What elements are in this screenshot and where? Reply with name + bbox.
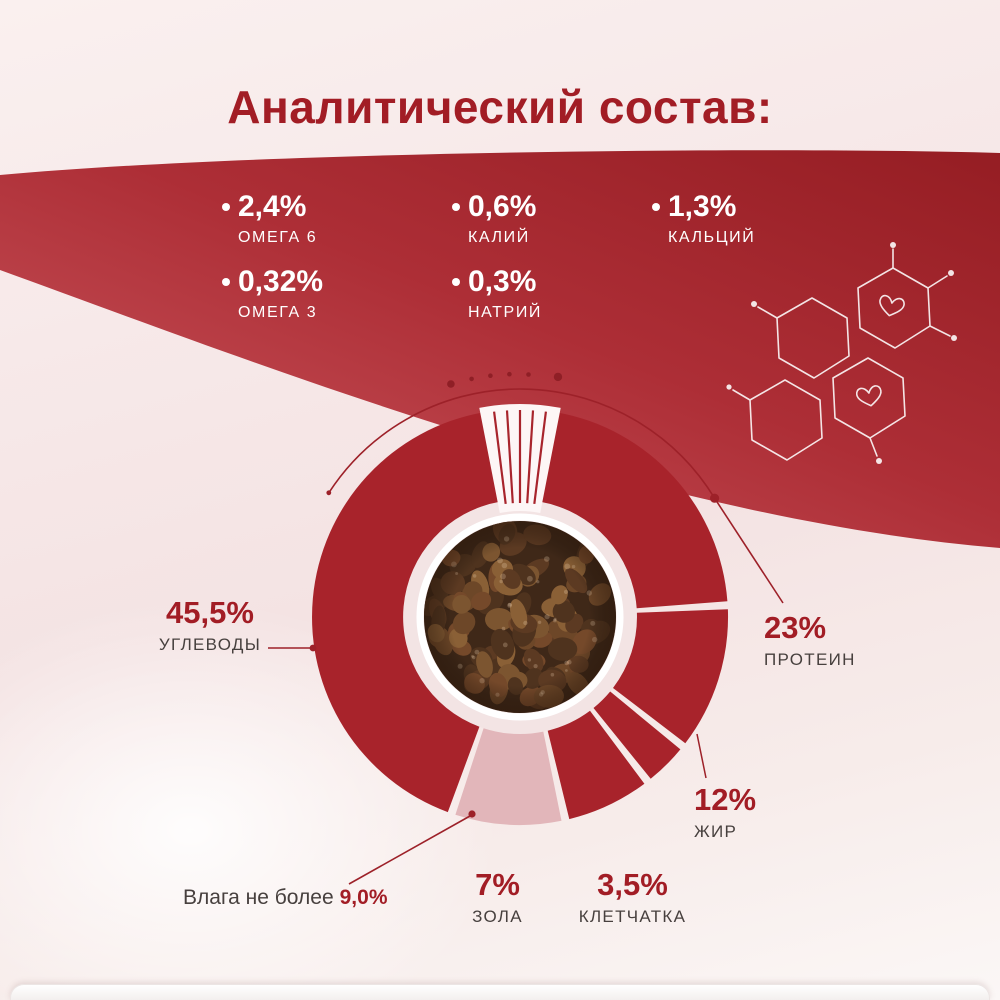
stat-value-row: 0,32% xyxy=(222,267,323,297)
donut-annotations xyxy=(268,371,784,885)
moisture-value: 9,0% xyxy=(339,886,388,909)
protein-label: 23% ПРОТЕИН xyxy=(764,612,856,670)
stat-value-row: 1,3% xyxy=(652,192,755,222)
stat-potassium: 0,6% КАЛИЙ xyxy=(452,192,536,247)
fat-label: 12% ЖИР xyxy=(694,784,756,842)
donut-segment-ВЛАГА xyxy=(455,728,562,825)
bullet-dot-icon xyxy=(452,203,460,211)
stat-value: 0,6% xyxy=(468,190,537,223)
gauge-dot xyxy=(488,373,493,379)
bullet-dot-icon xyxy=(222,203,230,211)
outer-arc-start-dot xyxy=(326,490,332,496)
heart-icon xyxy=(855,385,882,407)
gauge-tick xyxy=(493,411,507,505)
stat-sodium: 0,3% НАТРИЙ xyxy=(452,267,542,322)
gauge-dot xyxy=(553,372,563,382)
outer-thin-arc xyxy=(328,388,716,499)
honeycomb-hearts-decoration xyxy=(726,242,957,464)
ash-label: 7% ЗОЛА xyxy=(450,869,545,927)
page-title: Аналитический состав: xyxy=(227,81,773,133)
stat-value-row: 2,4% xyxy=(222,192,317,222)
gauge-dot xyxy=(526,372,531,377)
red-band-background xyxy=(0,150,1000,549)
fat-name: ЖИР xyxy=(694,822,738,841)
bullet-dot-icon xyxy=(222,278,230,286)
stat-value: 0,3% xyxy=(468,265,537,298)
gauge-tick xyxy=(526,410,535,504)
ash-value: 7% xyxy=(475,867,520,902)
protein-leader-line xyxy=(713,497,784,604)
kibble-vignette xyxy=(424,521,616,713)
stat-label: НАТРИЙ xyxy=(468,304,543,321)
stat-label: КАЛИЙ xyxy=(468,229,530,246)
gauge-tick xyxy=(533,411,547,505)
gauge-tick xyxy=(505,410,514,504)
protein-name: ПРОТЕИН xyxy=(764,650,856,669)
moisture-note: Влага не более xyxy=(183,886,334,909)
donut-segment-ЗОЛА xyxy=(547,710,645,820)
protein-value: 23% xyxy=(764,610,827,645)
ash-name: ЗОЛА xyxy=(472,907,523,926)
fiber-label: 3,5% КЛЕТЧАТКА xyxy=(565,869,700,927)
stat-label: ОМЕГА 3 xyxy=(238,304,318,321)
moisture-label: Влага не более 9,0% xyxy=(183,886,388,910)
stat-value-row: 0,6% xyxy=(452,192,536,222)
stat-omega6: 2,4% ОМЕГА 6 xyxy=(222,192,317,247)
stat-label: КАЛЬЦИЙ xyxy=(668,229,756,246)
fiber-name: КЛЕТЧАТКА xyxy=(578,907,687,926)
moisture-leader-line xyxy=(348,815,471,885)
gauge-dot xyxy=(507,371,512,377)
stat-value-row: 0,3% xyxy=(452,267,542,297)
donut-segment-УГЛЕВОДЫ xyxy=(312,412,500,813)
stat-label: ОМЕГА 6 xyxy=(238,229,318,246)
fat-value: 12% xyxy=(694,782,757,817)
stat-value: 1,3% xyxy=(668,190,737,223)
stat-value: 0,32% xyxy=(238,265,324,298)
stat-omega3: 0,32% ОМЕГА 3 xyxy=(222,267,323,322)
donut-segment-КЛЕТЧАТКА xyxy=(593,691,681,779)
heart-icon xyxy=(879,294,905,317)
carbs-name: УГЛЕВОДЫ xyxy=(158,635,262,654)
donut-segment-ЖИР xyxy=(613,609,729,744)
bullet-dot-icon xyxy=(652,203,660,211)
fat-leader-line xyxy=(696,733,707,779)
moisture-marker-dot xyxy=(468,810,476,818)
gauge-dot xyxy=(447,380,455,388)
fiber-value: 3,5% xyxy=(597,867,668,902)
bottom-card-edge xyxy=(10,984,990,1000)
carbs-marker-dot xyxy=(309,644,317,652)
bullet-dot-icon xyxy=(452,278,460,286)
stat-calcium: 1,3% КАЛЬЦИЙ xyxy=(652,192,755,247)
kibble-rim xyxy=(416,513,624,721)
gauge-dot xyxy=(469,376,474,382)
carbs-label: 45,5% УГЛЕВОДЫ xyxy=(130,597,290,655)
stat-value: 2,4% xyxy=(238,190,307,223)
carbs-value: 45,5% xyxy=(166,595,254,630)
donut-segment-ПРОТЕИН xyxy=(540,412,728,609)
